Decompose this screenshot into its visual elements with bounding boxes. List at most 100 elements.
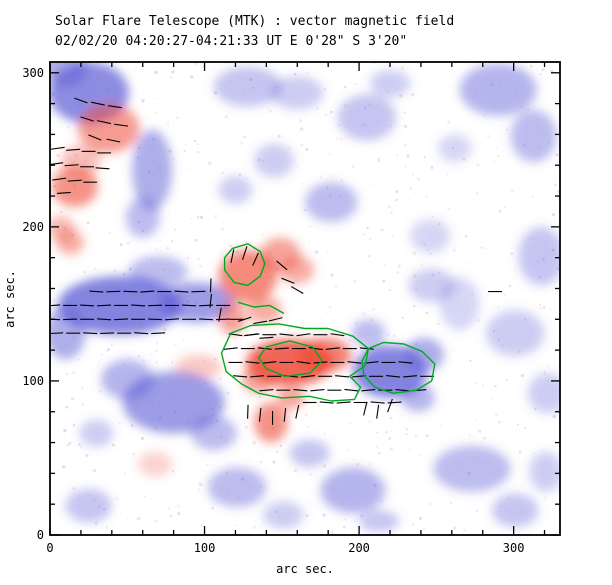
noise-speck [547, 379, 549, 382]
noise-speck [170, 76, 173, 79]
vector-tick [174, 290, 189, 293]
noise-speck [151, 498, 153, 500]
noise-speck [480, 246, 483, 249]
noise-speck [272, 460, 276, 464]
noise-speck [154, 426, 158, 431]
noise-speck [329, 194, 332, 197]
noise-speck [348, 339, 352, 342]
vector-tick [370, 401, 385, 404]
vector-tick [361, 389, 376, 392]
noise-speck [213, 91, 218, 95]
noise-speck [388, 288, 391, 292]
noise-speck [185, 282, 188, 286]
field-blob [254, 402, 288, 443]
noise-speck [345, 449, 349, 452]
noise-speck [538, 275, 542, 279]
noise-speck [155, 248, 158, 251]
noise-speck [355, 321, 359, 325]
noise-speck [246, 177, 249, 180]
noise-speck [288, 146, 292, 150]
noise-speck [431, 215, 434, 218]
noise-speck [270, 427, 274, 430]
noise-speck [184, 143, 187, 147]
noise-speck [324, 87, 326, 90]
noise-speck [520, 105, 523, 108]
noise-speck [214, 401, 218, 404]
noise-speck [483, 437, 486, 440]
vector-tick [293, 389, 308, 392]
vector-tick [97, 318, 112, 321]
noise-speck [81, 403, 84, 406]
noise-speck [437, 322, 440, 326]
noise-speck [403, 111, 406, 114]
vector-tick [262, 361, 277, 364]
noise-speck [362, 312, 366, 316]
noise-speck [409, 187, 412, 190]
noise-speck [63, 227, 67, 231]
noise-speck [135, 334, 138, 337]
vector-tick [274, 347, 289, 350]
noise-speck [408, 198, 411, 201]
noise-speck [462, 458, 465, 461]
noise-speck [299, 120, 302, 123]
noise-speck [291, 398, 294, 401]
noise-speck [106, 66, 110, 70]
noise-speck [154, 70, 158, 74]
vector-tick [97, 120, 112, 125]
noise-speck [467, 471, 471, 476]
noise-speck [261, 159, 264, 162]
noise-speck [360, 124, 364, 128]
noise-speck [541, 257, 545, 262]
noise-speck [283, 393, 286, 396]
vector-tick [308, 347, 323, 351]
noise-speck [351, 366, 354, 369]
vector-tick [283, 407, 287, 422]
vector-tick [209, 293, 213, 308]
noise-speck [75, 154, 78, 157]
noise-speck [96, 76, 100, 80]
noise-speck [122, 272, 126, 276]
noise-speck [150, 353, 153, 356]
vector-tick [252, 252, 259, 266]
field-blob [433, 445, 511, 492]
vector-tick [199, 304, 214, 307]
noise-speck [377, 159, 380, 163]
noise-speck [404, 124, 408, 129]
noise-speck [227, 322, 231, 326]
noise-speck [388, 205, 391, 208]
noise-speck [517, 350, 521, 353]
noise-speck [557, 190, 560, 193]
noise-speck [503, 206, 506, 209]
noise-speck [187, 421, 191, 425]
noise-speck [412, 523, 415, 526]
noise-speck [158, 401, 162, 405]
noise-speck [372, 184, 375, 187]
noise-speck [369, 466, 371, 468]
noise-speck [173, 410, 177, 414]
noise-speck [176, 116, 179, 120]
y-tick-label: 300 [22, 66, 44, 80]
noise-speck [97, 360, 100, 363]
noise-speck [414, 342, 418, 346]
noise-speck [65, 372, 68, 375]
noise-speck [68, 441, 72, 445]
noise-speck [552, 414, 556, 419]
noise-speck [383, 263, 386, 266]
noise-speck [452, 248, 456, 252]
noise-speck [428, 502, 432, 506]
noise-speck [119, 243, 123, 247]
vector-tick [352, 375, 367, 378]
noise-speck [499, 505, 502, 508]
noise-speck [56, 154, 60, 157]
noise-speck [448, 267, 451, 270]
noise-speck [53, 184, 57, 188]
noise-speck [155, 341, 159, 345]
noise-speck [498, 209, 502, 213]
vector-tick [165, 318, 180, 321]
noise-speck [405, 428, 408, 431]
vector-tick [107, 105, 122, 109]
noise-speck [239, 141, 243, 145]
vector-tick [50, 332, 64, 335]
noise-speck [278, 516, 281, 519]
field-blob [510, 109, 557, 163]
